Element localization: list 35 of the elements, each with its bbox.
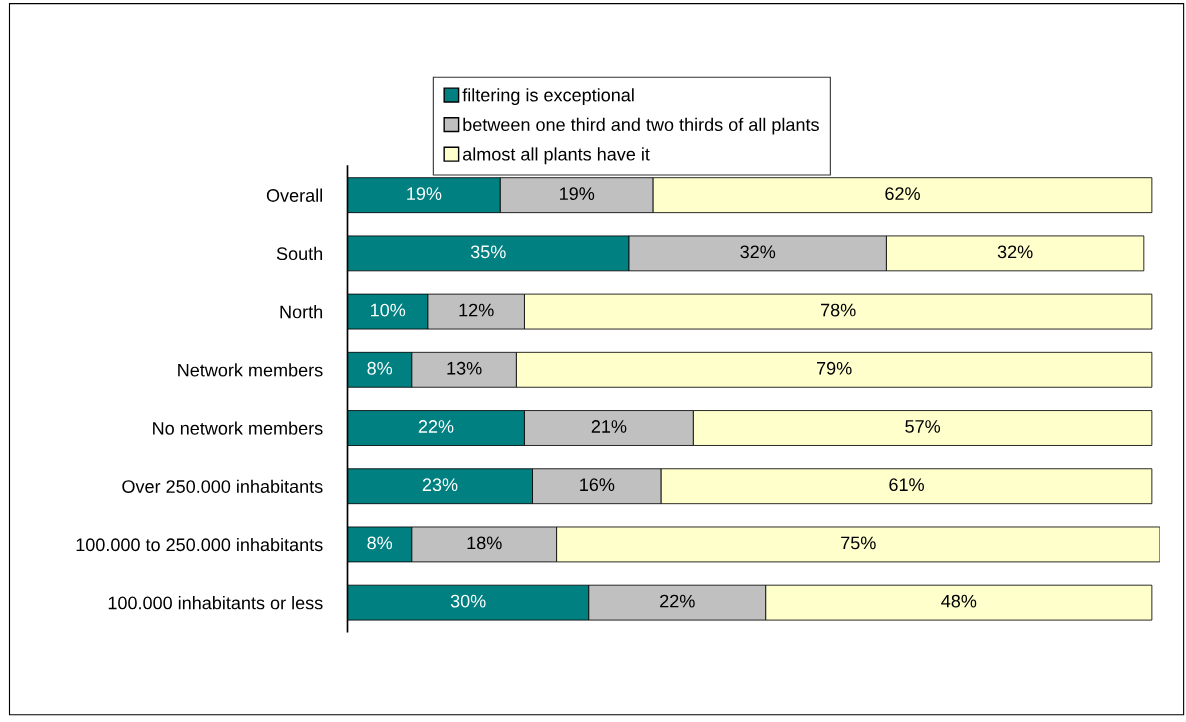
data-label: 57% xyxy=(905,420,941,433)
data-label: 10% xyxy=(371,303,406,317)
y-tick-label: North xyxy=(280,305,323,319)
data-label: 23% xyxy=(422,478,458,492)
data-label: 12% xyxy=(459,303,494,317)
data-label: 61% xyxy=(889,478,924,492)
data-label: 35% xyxy=(470,245,506,259)
y-tick-label: 100.000 to 250.000 inhabitants xyxy=(76,537,323,552)
data-label: 19% xyxy=(560,187,595,201)
data-label: 13% xyxy=(447,361,482,375)
y-tick-label: Over 250.000 inhabitants xyxy=(122,479,323,493)
data-label: 18% xyxy=(467,536,502,550)
data-label: 62% xyxy=(885,187,920,201)
data-label: 78% xyxy=(821,303,856,317)
data-label: 8% xyxy=(367,361,393,375)
data-label: 32% xyxy=(740,245,776,259)
data-label: 19% xyxy=(407,187,442,201)
data-label: 16% xyxy=(580,478,615,492)
data-label: 32% xyxy=(997,245,1033,259)
legend-label: between one third and two thirds of all plants xyxy=(463,117,819,135)
data-label: 22% xyxy=(418,420,454,433)
y-tick-label: Overall xyxy=(266,188,322,202)
legend-label: filtering is exceptional xyxy=(462,88,634,106)
y-tick-label: Network members xyxy=(178,363,323,377)
data-label: 22% xyxy=(660,594,695,608)
y-tick-label: 100.000 inhabitants or less xyxy=(108,596,323,610)
y-tick-label: South xyxy=(276,246,323,261)
data-label: 8% xyxy=(367,536,393,550)
data-label: 21% xyxy=(591,420,627,433)
legend-label: almost all plants have it xyxy=(462,147,650,165)
data-label: 75% xyxy=(841,536,876,550)
y-tick-label: No network members xyxy=(153,421,323,435)
data-label: 79% xyxy=(817,361,852,375)
data-label: 30% xyxy=(450,594,486,608)
data-label: 48% xyxy=(941,594,977,608)
